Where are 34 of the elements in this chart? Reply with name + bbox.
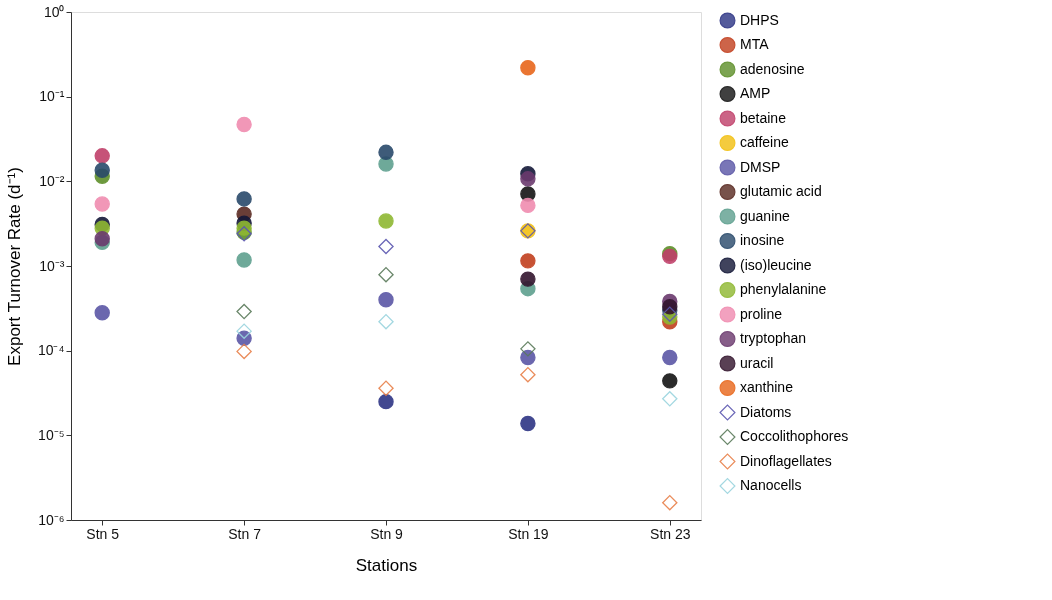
legend-label: inosine xyxy=(740,232,785,248)
x-axis-title: Stations xyxy=(355,555,418,575)
y-tick-label: 10⁻⁵ xyxy=(38,426,65,443)
x-tick-label: Stn 19 xyxy=(508,525,549,542)
legend-label: Coccolithophores xyxy=(740,428,849,444)
y-tick-label: 10⁻⁶ xyxy=(38,511,65,528)
legend-label: Nanocells xyxy=(740,477,802,493)
legend-label: tryptophan xyxy=(740,330,807,346)
legend-label: phenylalanine xyxy=(740,281,827,297)
legend-label: uracil xyxy=(740,354,774,371)
legend-label: Diatoms xyxy=(740,403,792,420)
legend-label: adenosine xyxy=(740,60,805,77)
legend-label: Dinoflagellates xyxy=(740,452,832,469)
x-tick-label: Stn 7 xyxy=(228,525,262,542)
y-tick-label: 10⁻³ xyxy=(39,257,65,274)
x-tick-label: Stn 9 xyxy=(370,525,404,542)
legend-label: betaine xyxy=(740,109,787,126)
legend-label: xanthine xyxy=(740,379,794,395)
legend-label: (iso)leucine xyxy=(740,256,812,273)
y-tick-label: 10⁰ xyxy=(43,3,65,20)
y-tick-label: 10⁻¹ xyxy=(39,88,65,105)
y-axis-title: Export Turnover Rate (d⁻¹) xyxy=(4,167,24,366)
legend-label: guanine xyxy=(740,207,791,224)
legend-label: AMP xyxy=(740,85,771,101)
legend-label: proline xyxy=(740,305,783,322)
legend-label: DMSP xyxy=(740,158,781,175)
y-tick-label: 10⁻⁴ xyxy=(37,342,65,359)
y-tick-label: 10⁻² xyxy=(39,172,65,189)
legend-label: caffeine xyxy=(740,134,789,150)
x-tick-label: Stn 23 xyxy=(650,525,691,542)
legend-label: MTA xyxy=(740,36,770,52)
legend-label: glutamic acid xyxy=(740,183,822,199)
legend-label: DHPS xyxy=(740,11,779,28)
x-tick-label: Stn 5 xyxy=(86,525,120,542)
